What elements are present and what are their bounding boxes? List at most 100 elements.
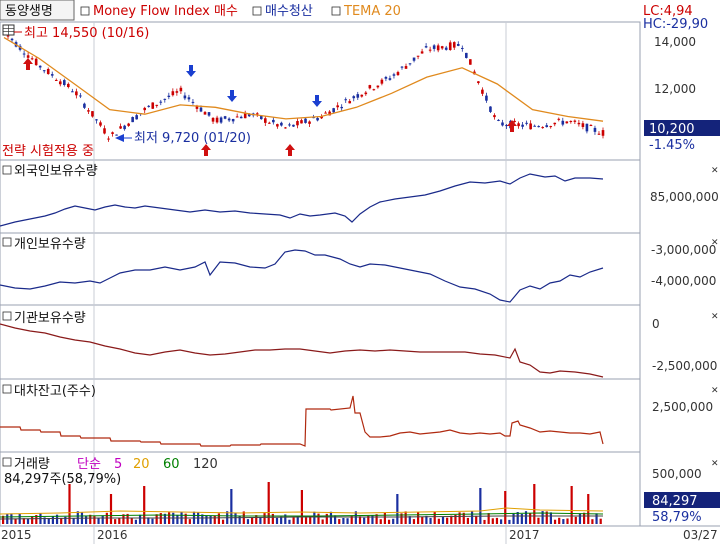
volume-bar	[520, 513, 523, 524]
candle-body	[268, 122, 271, 124]
candle-body	[416, 55, 420, 57]
volume-bar	[595, 513, 598, 524]
candle-body	[215, 117, 219, 123]
candle-body	[452, 42, 456, 48]
volume-bar	[404, 511, 407, 524]
low-pointer-icon	[115, 134, 124, 142]
candle-body	[191, 101, 195, 103]
close-icon[interactable]: ✕	[711, 312, 719, 322]
close-icon[interactable]: ✕	[711, 166, 719, 176]
volume-bar	[346, 518, 349, 524]
candle-body	[46, 68, 50, 75]
candle-body	[573, 120, 577, 122]
volume-bar	[64, 516, 67, 524]
candle-body	[91, 111, 94, 117]
candle-body	[211, 117, 215, 122]
volume-bar	[55, 514, 59, 524]
close-icon[interactable]: ✕	[711, 238, 719, 248]
volume-bar	[454, 514, 457, 524]
chart-header: 동양생명 Money Flow Index 매수 매수청산 TEMA 20 LC…	[0, 0, 708, 32]
volume-bar	[230, 489, 233, 524]
candle-body	[412, 57, 416, 61]
volume-bar	[321, 519, 324, 524]
candle-body	[424, 46, 428, 48]
volume-bar	[462, 512, 465, 524]
volume-bar	[309, 515, 312, 524]
volume-bar	[529, 513, 532, 524]
x-date-label: 03/27	[683, 528, 718, 542]
price-point	[496, 122, 498, 124]
sell-arrow-icon	[312, 95, 322, 107]
candle-body	[87, 110, 90, 112]
volume-bar	[304, 517, 308, 524]
individual-holdings-line	[0, 249, 604, 303]
candle-body	[219, 117, 223, 123]
candle-body	[58, 81, 62, 85]
candle-body	[477, 81, 480, 84]
volume-bar	[292, 517, 295, 524]
volume-bar	[284, 514, 287, 524]
volume-bar	[334, 515, 337, 524]
candle-body	[187, 97, 191, 100]
candle-body	[30, 58, 34, 60]
volume-bar	[89, 514, 92, 524]
volume-bar	[31, 516, 34, 524]
volume-bar	[101, 515, 104, 524]
candle-body	[115, 134, 118, 136]
volume-bar	[458, 512, 461, 524]
volume-bar	[375, 514, 378, 524]
volume-bar	[512, 513, 515, 524]
buy-arrow-icon	[23, 58, 33, 70]
candle-body	[95, 119, 98, 121]
volume-bar	[441, 516, 445, 524]
individual-toggle-icon[interactable]	[2, 237, 12, 247]
volume-bar	[246, 519, 250, 524]
volume-bar	[51, 516, 54, 524]
candle-body	[183, 95, 187, 99]
close-icon[interactable]: ✕	[711, 459, 719, 469]
close-icon[interactable]: ✕	[711, 386, 719, 396]
volume-bar	[599, 518, 602, 524]
volume-bar	[163, 513, 167, 524]
volume-bar	[545, 511, 548, 524]
volume-bar	[495, 517, 499, 524]
candle-body	[376, 85, 380, 88]
candle-body	[392, 74, 396, 76]
candle-body	[513, 120, 516, 123]
volume-ma60-line	[0, 512, 604, 518]
candle-body	[75, 91, 78, 96]
tema-toggle-icon[interactable]	[331, 6, 341, 16]
volume-bar	[450, 515, 453, 524]
candle-body	[223, 116, 227, 119]
volume-bar	[118, 517, 121, 524]
foreign-toggle-icon[interactable]	[2, 165, 12, 175]
indicator-toggle-icon[interactable]	[80, 6, 90, 16]
volume-bar	[367, 515, 370, 524]
volume-bar	[470, 511, 474, 524]
candle-body	[227, 118, 231, 121]
candle-body	[420, 51, 424, 54]
volume-bar	[217, 513, 220, 524]
candle-body	[83, 103, 86, 108]
volume-bar	[408, 516, 411, 524]
candle-body	[119, 126, 122, 129]
institution-toggle-icon[interactable]	[2, 311, 12, 321]
candle-body	[292, 124, 295, 127]
volume-bar	[313, 511, 316, 524]
candle-body	[597, 133, 601, 135]
stock-name-box[interactable]	[0, 0, 75, 21]
candle-body	[179, 87, 183, 92]
volume-bar	[574, 516, 577, 524]
liquidation-toggle-icon[interactable]	[252, 6, 262, 16]
candle-body	[465, 52, 468, 58]
volume-bar	[354, 511, 357, 524]
volume-bar	[412, 519, 416, 524]
candle-body	[328, 111, 331, 116]
volume-bar	[47, 518, 50, 524]
candle-body	[203, 112, 207, 115]
volume-bar	[371, 515, 374, 524]
loan-toggle-icon[interactable]	[2, 384, 12, 394]
candle-body	[300, 120, 303, 124]
volume-toggle-icon[interactable]	[2, 457, 12, 467]
